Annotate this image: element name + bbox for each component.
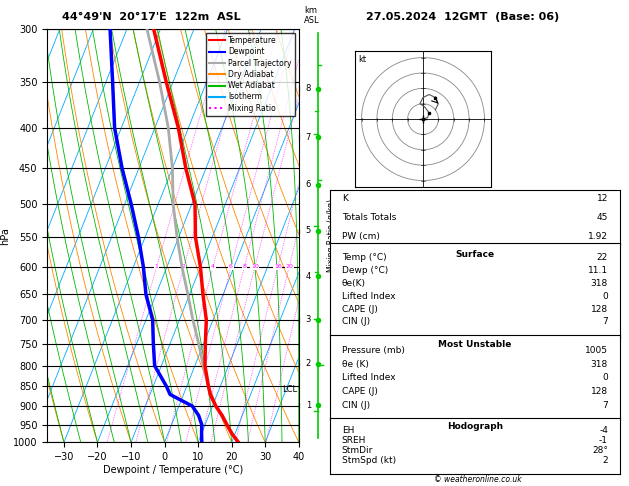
Text: CIN (J): CIN (J) xyxy=(342,400,370,410)
Text: 2: 2 xyxy=(603,456,608,465)
Text: 1.92: 1.92 xyxy=(588,232,608,241)
Text: 7: 7 xyxy=(306,133,311,142)
Text: 0: 0 xyxy=(602,292,608,300)
Text: θe(K): θe(K) xyxy=(342,278,366,288)
Text: StmSpd (kt): StmSpd (kt) xyxy=(342,456,396,465)
Text: EH: EH xyxy=(342,426,354,435)
Text: 4: 4 xyxy=(306,272,311,280)
Text: 4: 4 xyxy=(211,264,215,270)
Text: 27.05.2024  12GMT  (Base: 06): 27.05.2024 12GMT (Base: 06) xyxy=(365,12,559,22)
Text: 6: 6 xyxy=(229,264,233,270)
Text: 45: 45 xyxy=(597,213,608,222)
Text: 44°49'N  20°17'E  122m  ASL: 44°49'N 20°17'E 122m ASL xyxy=(62,12,240,22)
X-axis label: Dewpoint / Temperature (°C): Dewpoint / Temperature (°C) xyxy=(103,465,243,475)
Text: 22: 22 xyxy=(597,253,608,262)
Text: Pressure (mb): Pressure (mb) xyxy=(342,346,404,355)
Text: θe (K): θe (K) xyxy=(342,360,369,369)
Text: -1: -1 xyxy=(599,436,608,445)
Text: 2: 2 xyxy=(306,359,311,368)
Text: Temp (°C): Temp (°C) xyxy=(342,253,386,262)
Text: 12: 12 xyxy=(597,194,608,203)
Text: 10: 10 xyxy=(251,264,259,270)
Text: Dewp (°C): Dewp (°C) xyxy=(342,266,388,275)
Text: 1: 1 xyxy=(155,264,159,270)
Text: 8: 8 xyxy=(306,85,311,93)
Text: K: K xyxy=(342,194,348,203)
Text: 1: 1 xyxy=(306,401,311,410)
Text: SREH: SREH xyxy=(342,436,366,445)
Text: CIN (J): CIN (J) xyxy=(342,317,370,327)
Text: 28°: 28° xyxy=(592,446,608,455)
Text: 7: 7 xyxy=(602,317,608,327)
Text: kt: kt xyxy=(359,54,367,64)
Text: LCL: LCL xyxy=(282,385,297,394)
Text: 11.1: 11.1 xyxy=(588,266,608,275)
Text: 16: 16 xyxy=(274,264,282,270)
Text: 2: 2 xyxy=(182,264,186,270)
Text: 5: 5 xyxy=(306,226,311,235)
Text: StmDir: StmDir xyxy=(342,446,373,455)
Text: Most Unstable: Most Unstable xyxy=(438,340,511,348)
Text: CAPE (J): CAPE (J) xyxy=(342,387,377,396)
Text: 318: 318 xyxy=(591,360,608,369)
Text: km
ASL: km ASL xyxy=(304,6,320,25)
Text: 6: 6 xyxy=(306,180,311,189)
Text: 1005: 1005 xyxy=(585,346,608,355)
Text: 128: 128 xyxy=(591,387,608,396)
Text: 7: 7 xyxy=(602,400,608,410)
Legend: Temperature, Dewpoint, Parcel Trajectory, Dry Adiabat, Wet Adiabat, Isotherm, Mi: Temperature, Dewpoint, Parcel Trajectory… xyxy=(206,33,295,116)
Text: Mixing Ratio (g/kg): Mixing Ratio (g/kg) xyxy=(327,199,336,272)
Text: 20: 20 xyxy=(285,264,293,270)
Text: 0: 0 xyxy=(602,373,608,382)
Text: Lifted Index: Lifted Index xyxy=(342,373,396,382)
Text: Surface: Surface xyxy=(455,250,494,259)
Text: Hodograph: Hodograph xyxy=(447,422,503,431)
Text: 318: 318 xyxy=(591,278,608,288)
Text: © weatheronline.co.uk: © weatheronline.co.uk xyxy=(434,474,522,484)
Text: Lifted Index: Lifted Index xyxy=(342,292,396,300)
Text: 3: 3 xyxy=(306,315,311,324)
Y-axis label: hPa: hPa xyxy=(0,227,10,244)
Text: -4: -4 xyxy=(599,426,608,435)
Text: 128: 128 xyxy=(591,305,608,313)
Text: Totals Totals: Totals Totals xyxy=(342,213,396,222)
Text: CAPE (J): CAPE (J) xyxy=(342,305,377,313)
Text: 8: 8 xyxy=(242,264,246,270)
Text: PW (cm): PW (cm) xyxy=(342,232,380,241)
